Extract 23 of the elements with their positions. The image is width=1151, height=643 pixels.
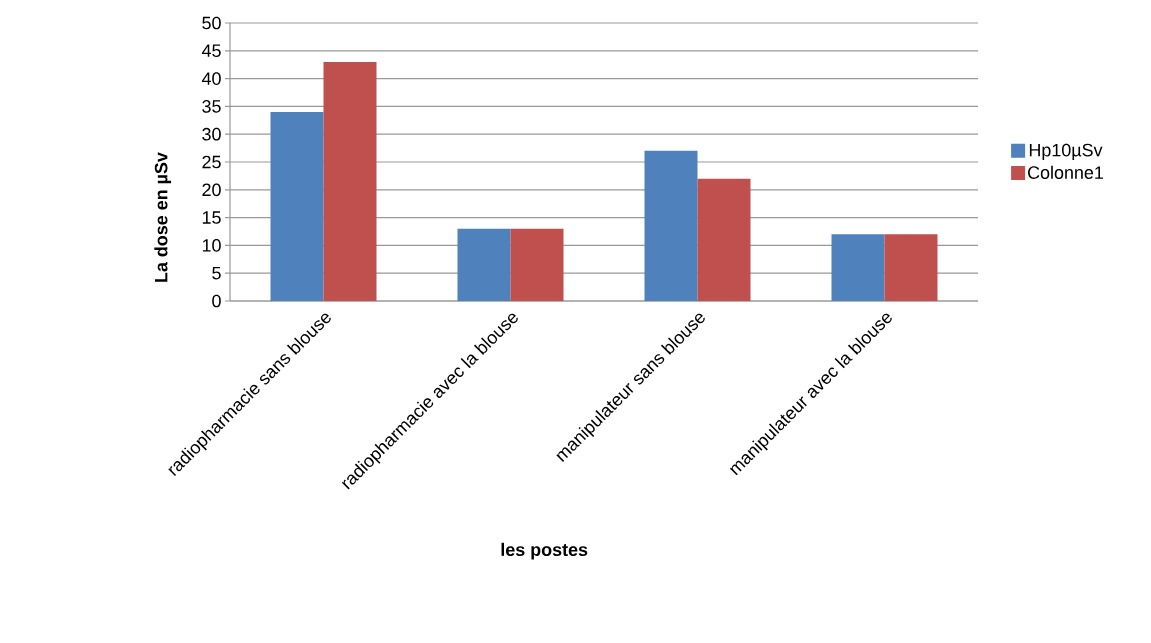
bar bbox=[510, 228, 564, 301]
y-tick-label: 30 bbox=[202, 127, 221, 141]
bar bbox=[323, 61, 377, 301]
y-axis-title: La dose en µSv bbox=[154, 152, 172, 282]
y-tick-label: 0 bbox=[212, 294, 221, 308]
y-tick-label: 15 bbox=[202, 211, 221, 224]
bar bbox=[457, 228, 511, 301]
y-tick-label: 5 bbox=[212, 266, 221, 280]
y-tick-label: 45 bbox=[201, 44, 221, 58]
y-tick-label: 50 bbox=[202, 16, 221, 30]
bar bbox=[884, 234, 938, 301]
bar bbox=[831, 234, 885, 301]
x-axis-title: les postes bbox=[501, 542, 588, 560]
bar bbox=[644, 150, 698, 301]
legend-label: Hp10µSv bbox=[1029, 143, 1103, 160]
bar bbox=[697, 178, 751, 301]
y-tick-label: 40 bbox=[201, 72, 221, 85]
legend-label: Colonne1 bbox=[1028, 165, 1103, 179]
bar bbox=[270, 111, 324, 301]
y-tick-label: 10 bbox=[202, 239, 221, 252]
y-tick-label: 35 bbox=[202, 100, 221, 113]
y-tick-label: 25 bbox=[202, 155, 221, 169]
y-tick-label: 20 bbox=[202, 183, 221, 197]
